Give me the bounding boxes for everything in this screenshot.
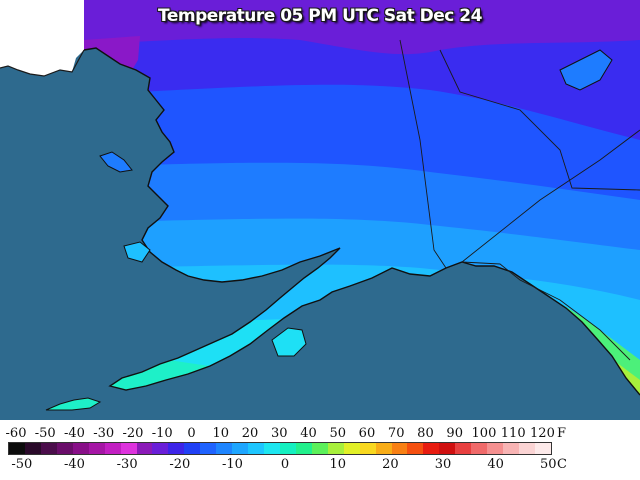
color-swatch xyxy=(232,443,249,454)
celsius-tick-label: 50 xyxy=(540,457,557,472)
fahrenheit-tick-label: 50 xyxy=(329,426,346,441)
map-title: Temperature 05 PM UTC Sat Dec 24 xyxy=(158,6,482,26)
fahrenheit-tick-label: -30 xyxy=(93,426,115,441)
color-swatch xyxy=(439,443,456,454)
celsius-tick-label: 10 xyxy=(329,457,346,472)
color-swatch xyxy=(264,443,280,454)
islands xyxy=(45,49,613,411)
alaska-coastline xyxy=(83,47,640,396)
color-swatch xyxy=(295,443,312,454)
boundary-lines xyxy=(399,39,640,361)
fahrenheit-tick-label: -20 xyxy=(122,426,144,441)
color-swatch xyxy=(200,443,217,454)
celsius-tick-label: -10 xyxy=(221,457,243,472)
nunivak-island xyxy=(123,241,151,263)
fahrenheit-tick-label: 70 xyxy=(387,426,405,441)
color-swatch xyxy=(407,443,424,454)
color-swatch xyxy=(487,443,504,454)
color-swatch xyxy=(248,443,264,454)
color-swatch xyxy=(327,443,344,454)
color-swatch xyxy=(375,443,392,454)
celsius-tick-label: -50 xyxy=(11,457,33,472)
fahrenheit-tick-label: 10 xyxy=(212,426,229,441)
color-swatch xyxy=(279,443,296,454)
fahrenheit-tick-label: 40 xyxy=(300,426,317,441)
color-swatch xyxy=(503,443,519,454)
celsius-tick-label: -40 xyxy=(64,457,85,472)
fahrenheit-tick-label: 80 xyxy=(417,426,434,441)
fahrenheit-tick-label: 20 xyxy=(241,426,259,441)
fahrenheit-tick-label: 0 xyxy=(187,426,196,441)
color-swatch xyxy=(455,443,472,454)
color-swatch xyxy=(184,443,201,454)
color-swatch xyxy=(471,443,488,454)
color-swatch xyxy=(534,443,551,454)
temperature-legend: -60 -50 -40 -30 -20 -10 0 10 20 30 40 50 60 70 80 90 100… xyxy=(0,420,640,480)
fahrenheit-tick-label: -50 xyxy=(34,426,56,441)
yukon-bc-border xyxy=(461,129,640,263)
color-swatch xyxy=(56,443,73,454)
russia-coast-shadow xyxy=(0,49,85,77)
kodiak-island xyxy=(271,327,307,357)
color-swatch xyxy=(359,443,376,454)
color-swatch xyxy=(136,443,153,454)
map-canvas xyxy=(0,0,640,411)
celsius-tick-label: -20 xyxy=(169,457,191,472)
fahrenheit-tick-row: -60 -50 -40 -30 -20 -10 0 10 20 30 40 50 60 70 80 90 100… xyxy=(0,426,640,444)
temperature-map: Temperature 05 PM UTC Sat Dec 24 xyxy=(0,0,640,420)
fahrenheit-tick-label: 120 xyxy=(530,426,555,441)
color-swatch xyxy=(40,443,57,454)
aleutian-islands xyxy=(45,397,102,411)
color-swatch xyxy=(120,443,137,454)
color-swatch xyxy=(72,443,89,454)
fahrenheit-tick-label: 60 xyxy=(358,426,376,441)
color-swatch xyxy=(343,443,360,454)
color-swatch xyxy=(152,443,169,454)
celsius-tick-label: 20 xyxy=(382,457,399,472)
color-swatch xyxy=(24,443,41,454)
color-swatch xyxy=(88,443,105,454)
fahrenheit-tick-label: -10 xyxy=(151,426,173,441)
celsius-tick-row: -50 -40 -30 -20 -10 0 10 20 30 40 50 xyxy=(0,457,640,475)
canadian-arctic-islands xyxy=(559,49,613,91)
celsius-tick-label: 40 xyxy=(487,457,504,472)
color-swatch xyxy=(104,443,121,454)
fahrenheit-tick-label: -60 xyxy=(5,426,27,441)
color-scale-bar xyxy=(8,442,552,455)
st-lawrence-island xyxy=(99,151,133,173)
color-swatch xyxy=(311,443,328,454)
color-swatch xyxy=(9,443,25,454)
alaska-canada-border xyxy=(399,39,447,269)
fahrenheit-tick-label: 110 xyxy=(500,426,526,441)
celsius-tick-label: 0 xyxy=(280,457,290,472)
fahrenheit-tick-label: 30 xyxy=(270,426,288,441)
nwt-yukon-border xyxy=(439,49,640,191)
fahrenheit-unit-label: F xyxy=(557,426,567,441)
color-swatch xyxy=(168,443,185,454)
color-swatch xyxy=(519,443,535,454)
panhandle-border xyxy=(461,261,631,361)
color-swatch xyxy=(391,443,408,454)
celsius-tick-label: -30 xyxy=(116,457,138,472)
russia-chukotka-land xyxy=(0,0,84,76)
celsius-tick-label: 30 xyxy=(434,457,452,472)
color-swatch xyxy=(423,443,440,454)
fahrenheit-tick-label: 90 xyxy=(446,426,463,441)
celsius-unit-label: C xyxy=(557,457,567,472)
fahrenheit-tick-label: 100 xyxy=(471,426,497,441)
fahrenheit-tick-label: -40 xyxy=(64,426,85,441)
color-swatch xyxy=(216,443,233,454)
